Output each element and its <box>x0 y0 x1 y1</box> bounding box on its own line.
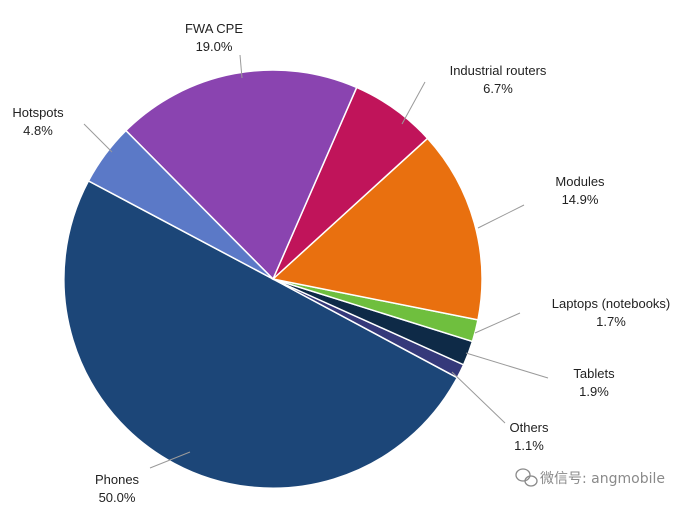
leader-line-laptops-notebooks <box>474 312 521 334</box>
slice-value-fwa-cpe: 19.0% <box>196 39 233 54</box>
pie-slice-hotspots <box>87 129 274 280</box>
slice-label-phones: Phones <box>95 472 140 487</box>
wechat-icon <box>515 468 538 487</box>
slice-value-hotspots: 4.8% <box>23 123 53 138</box>
leader-line-tablets <box>465 352 549 379</box>
leader-line-hotspots <box>83 123 113 153</box>
slice-label-others: Others <box>509 420 549 435</box>
callout-lines <box>83 54 549 469</box>
pie-slices <box>63 69 483 490</box>
slice-value-tablets: 1.9% <box>579 384 609 399</box>
leader-line-phones <box>149 451 191 469</box>
leader-line-others <box>451 371 506 424</box>
slice-labels: Phones 50.0% Others 1.1% Tablets 1.9% Laptops … <box>12 21 670 505</box>
slice-value-phones: 50.0% <box>99 490 136 505</box>
slice-label-laptops-notebooks: Laptops (notebooks) <box>552 296 671 311</box>
slice-label-modules: Modules <box>555 174 605 189</box>
slice-value-modules: 14.9% <box>562 192 599 207</box>
watermark-text: 微信号: angmobile <box>540 471 665 487</box>
leader-line-fwa-cpe <box>239 54 243 79</box>
slice-label-hotspots: Hotspots <box>12 105 64 120</box>
slice-value-industrial-routers: 6.7% <box>483 81 513 96</box>
slice-label-tablets: Tablets <box>573 366 615 381</box>
leader-line-modules <box>477 204 525 229</box>
slice-label-fwa-cpe: FWA CPE <box>185 21 243 36</box>
pie-slice-modules <box>271 137 483 321</box>
pie-slice-phones <box>63 179 459 490</box>
slice-label-industrial-routers: Industrial routers <box>450 63 547 78</box>
slice-value-laptops-notebooks: 1.7% <box>596 314 626 329</box>
leader-line-industrial-routers <box>401 81 426 125</box>
watermark: 微信号: angmobile <box>515 468 665 487</box>
pie-slice-fwa-cpe <box>124 69 358 281</box>
slice-value-others: 1.1% <box>514 438 544 453</box>
